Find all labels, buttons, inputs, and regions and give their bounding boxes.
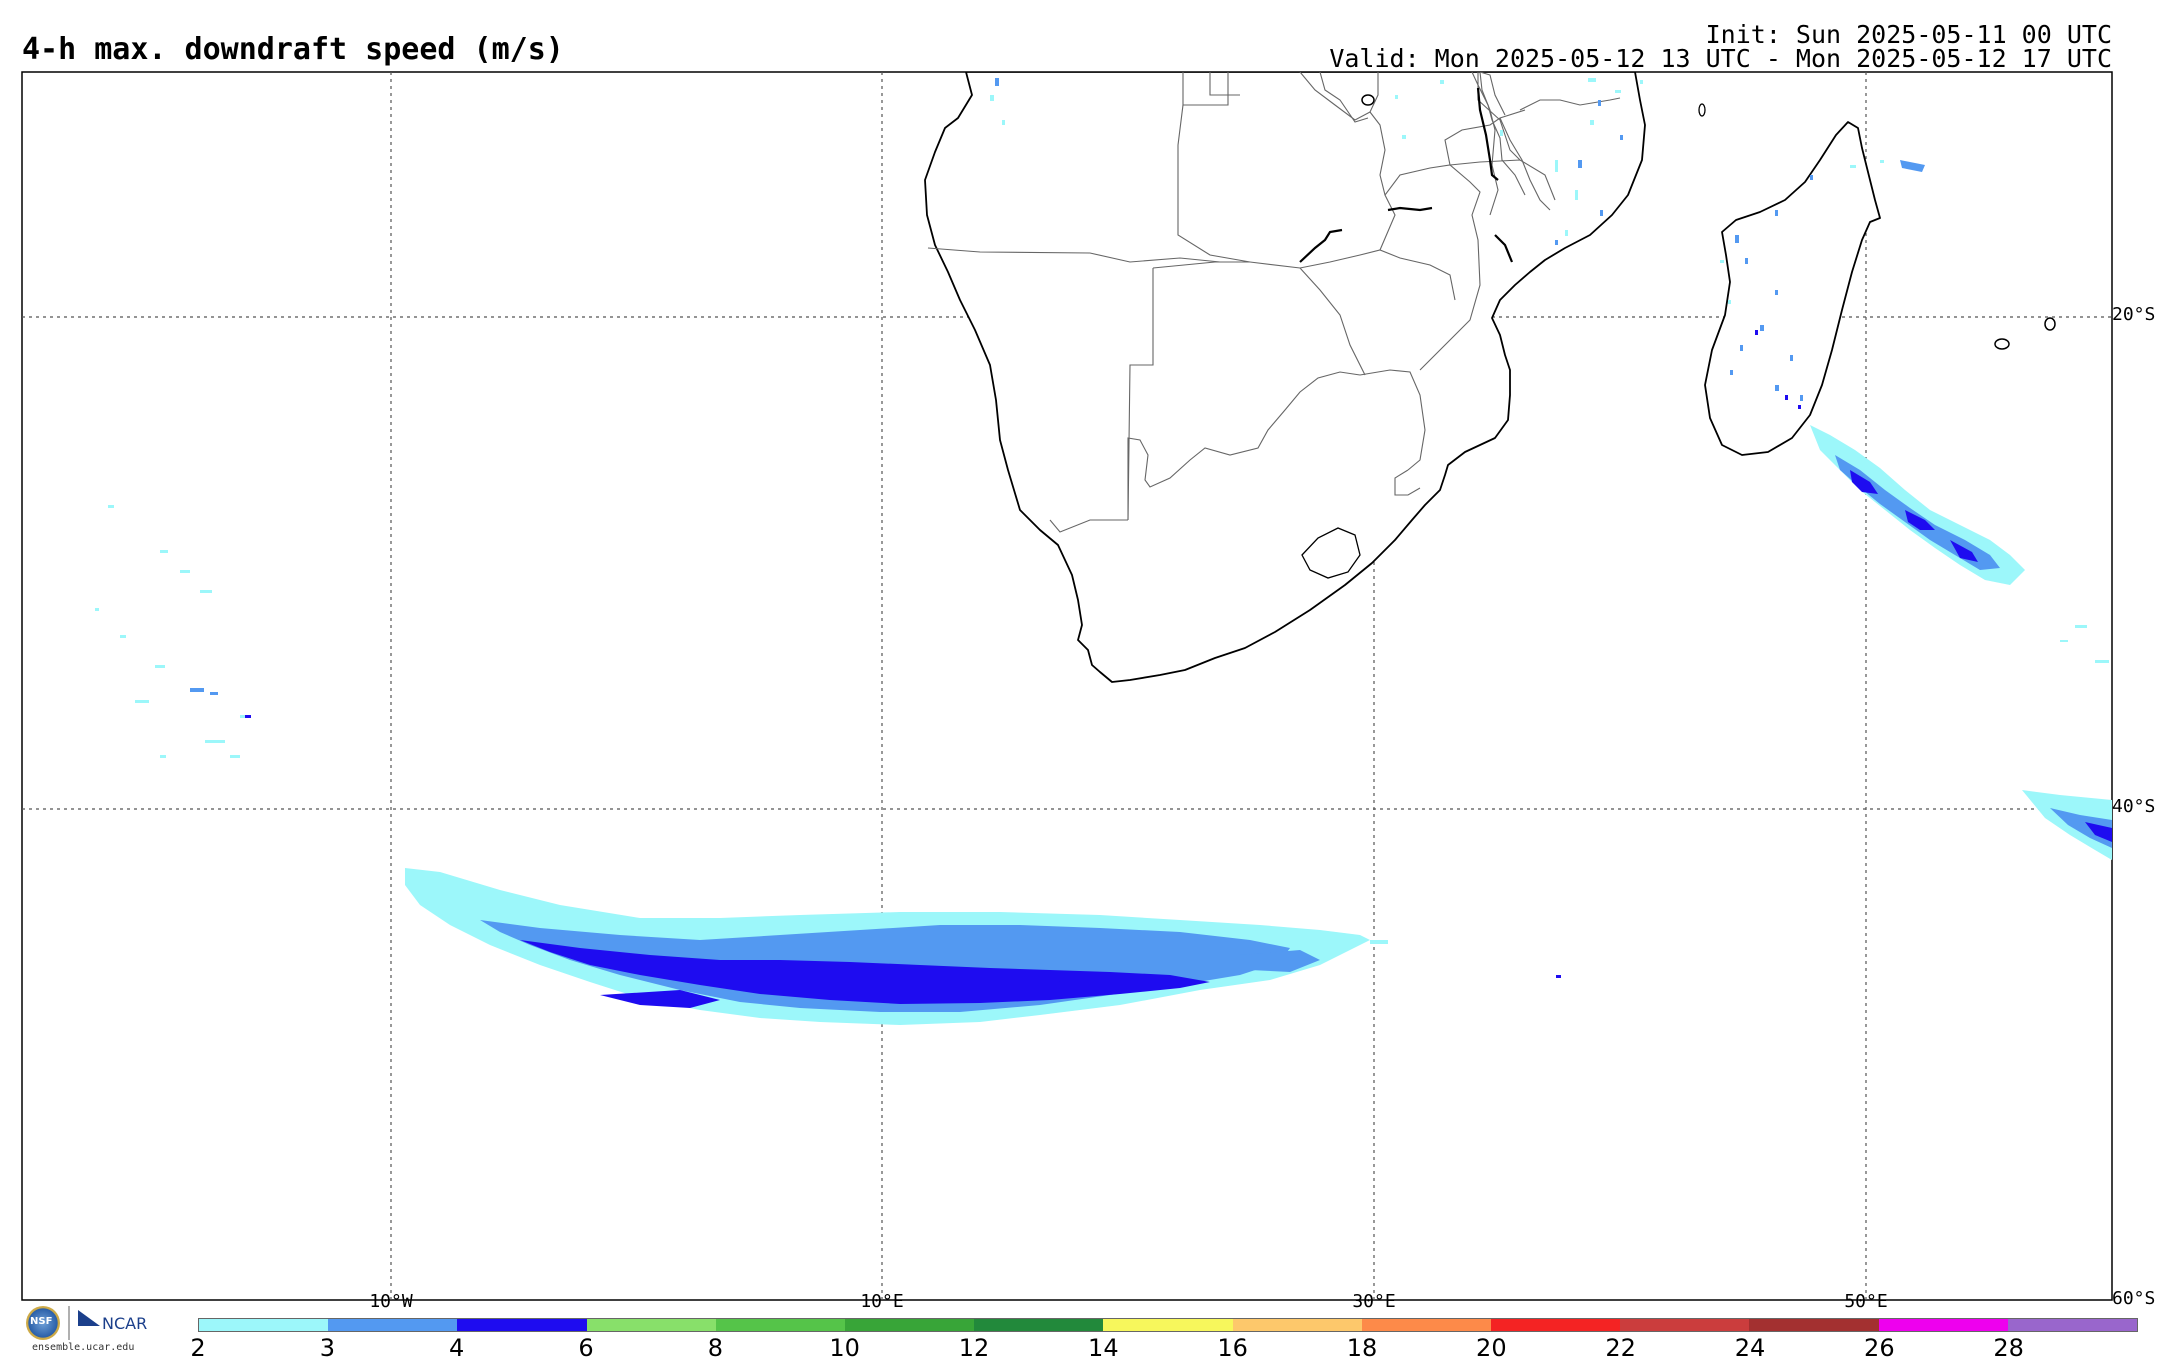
colorbar-swatch [1749, 1319, 1879, 1331]
lon-label-10e: 10°E [860, 1291, 904, 1312]
logo-divider [68, 1306, 70, 1340]
lat-label-60s: 60°S [2112, 1288, 2156, 1309]
valid-time: Valid: Mon 2025-05-12 13 UTC - Mon 2025-… [1329, 44, 2112, 73]
colorbar-swatch [199, 1319, 329, 1331]
colorbar-swatch [974, 1319, 1104, 1331]
colorbar-tick-label: 12 [958, 1334, 990, 1362]
reunion-island [2044, 317, 2056, 331]
colorbar-swatch [586, 1319, 716, 1331]
nsf-logo-text: NSF [30, 1316, 53, 1327]
colorbar-tick-label: 26 [1864, 1334, 1895, 1362]
colorbar-swatch [457, 1319, 587, 1331]
lat-label-40s: 40°S [2112, 796, 2156, 817]
nsf-logo-icon [26, 1306, 60, 1340]
colorbar-tick-label: 6 [578, 1334, 594, 1362]
colorbar-swatch [1878, 1319, 2008, 1331]
colorbar-tick-label: 14 [1088, 1334, 1119, 1362]
mauritius-island [1994, 338, 2010, 350]
colorbar-swatch [1361, 1319, 1492, 1331]
lakes [1299, 87, 1514, 263]
colorbar-swatch [845, 1319, 975, 1331]
colorbar-tick-label: 10 [829, 1334, 860, 1362]
colorbar-tick-label: 2 [190, 1334, 206, 1362]
colorbar-tick-label: 28 [1993, 1334, 2024, 1362]
colorbar-tick-label: 3 [319, 1334, 335, 1362]
colorbar-tick-label: 22 [1605, 1334, 1636, 1362]
se-edge-band [2022, 790, 2112, 860]
chart-title: 4-h max. downdraft speed (m/s) [22, 32, 564, 67]
colorbar-swatch [2007, 1319, 2138, 1331]
credits-logo: NSF NCAR ensemble.ucar.edu [26, 1302, 156, 1354]
colorbar-tick-label: 20 [1476, 1334, 1507, 1362]
colorbar-tick-label: 4 [449, 1334, 465, 1362]
lesotho-border [1301, 527, 1361, 579]
colorbar-swatch [1103, 1319, 1233, 1331]
colorbar-tick-label: 8 [707, 1334, 723, 1362]
lon-label-50e: 50°E [1844, 1291, 1888, 1312]
colorbar [198, 1318, 2138, 1332]
madagascar-coastline [1704, 121, 1881, 456]
ncar-logo-icon [78, 1310, 100, 1326]
init-time: Init: Sun 2025-05-11 00 UTC [1705, 20, 2112, 49]
africa-coastline [924, 72, 1646, 683]
lon-label-10w: 10°W [369, 1291, 413, 1312]
ncar-logo-text: NCAR [102, 1314, 148, 1333]
lat-label-20s: 20°S [2112, 304, 2156, 325]
colorbar-swatch [1491, 1319, 1621, 1331]
comoros-island [1698, 103, 1706, 117]
colorbar-tick-label: 16 [1217, 1334, 1248, 1362]
colorbar-tick-label: 24 [1734, 1334, 1766, 1362]
lake-island [1361, 94, 1375, 106]
colorbar-swatch [1232, 1319, 1362, 1331]
downdraft-field [95, 78, 2112, 1025]
lon-label-30e: 30°E [1352, 1291, 1396, 1312]
country-borders [927, 72, 1621, 533]
colorbar-tick-label: 18 [1346, 1334, 1378, 1362]
colorbar-swatch [1620, 1319, 1750, 1331]
site-url: ensemble.ucar.edu [32, 1342, 135, 1353]
colorbar-swatch [328, 1319, 458, 1331]
colorbar-swatch [715, 1319, 846, 1331]
